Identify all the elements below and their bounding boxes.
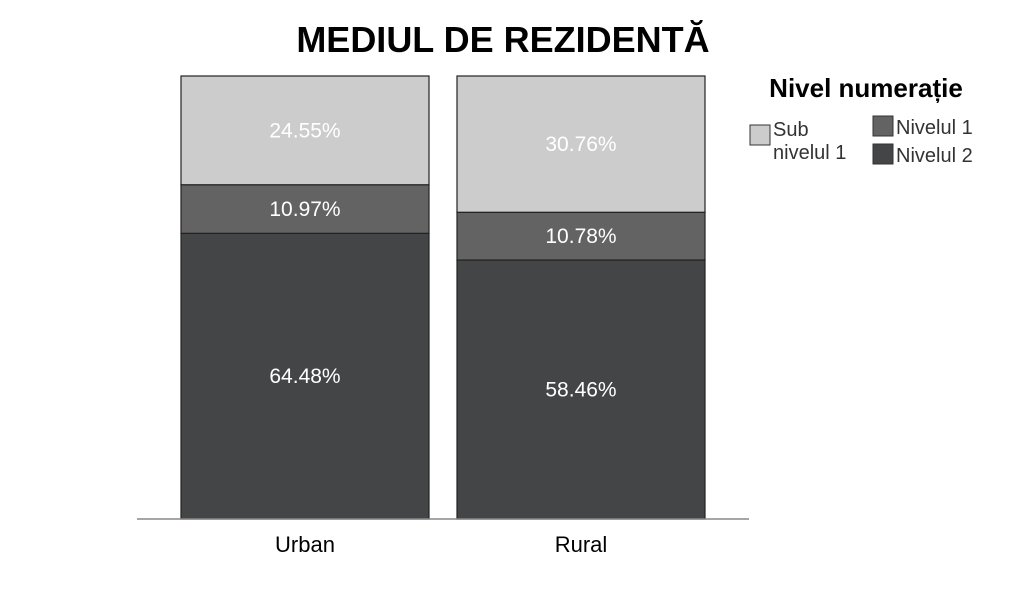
bars: 64.48% 10.97% 24.55% 58.46% 10.78% 30.76%	[180, 75, 706, 520]
data-label-urban-nivelul-2: 64.48%	[269, 365, 340, 388]
legend-title: Nivel numerație	[769, 73, 963, 103]
legend-label-nivelul-2: Nivelul 2	[896, 145, 973, 167]
bar-segment-rural-sub-nivelul-1	[456, 75, 706, 213]
data-label-rural-sub-nivelul-1: 30.76%	[545, 133, 616, 156]
legend-label-sub-nivelul-1: Sub nivelul 1	[773, 119, 846, 164]
data-label-urban-sub-nivelul-1: 24.55%	[269, 119, 340, 142]
chart-title: MEDIUL DE REZIDENTĂ	[296, 19, 709, 60]
data-label-rural-nivelul-1: 10.78%	[545, 225, 616, 248]
bar-segment-urban-nivelul-2	[180, 232, 430, 520]
bar-segment-rural-nivelul-1	[456, 211, 706, 261]
data-label-urban-nivelul-1: 10.97%	[269, 198, 340, 221]
bar-segment-rural-nivelul-2	[456, 259, 706, 520]
bar-segment-urban-sub-nivelul-1	[180, 75, 430, 186]
x-tick-label-urban: Urban	[275, 532, 335, 557]
legend: Nivel numerație Sub nivelul 1 Nivelul 1 Niv…	[749, 73, 973, 167]
x-axis-ticks: Urban Rural	[275, 532, 607, 557]
data-label-rural-nivelul-2: 58.46%	[545, 379, 616, 402]
legend-swatch-nivelul-1	[872, 115, 894, 137]
x-tick-label-rural: Rural	[555, 532, 608, 557]
legend-swatch-nivelul-2	[872, 143, 894, 165]
legend-swatch-sub-nivelul-1	[749, 124, 771, 146]
bar-segment-urban-nivelul-1	[180, 184, 430, 234]
legend-label-nivelul-1: Nivelul 1	[896, 117, 973, 139]
